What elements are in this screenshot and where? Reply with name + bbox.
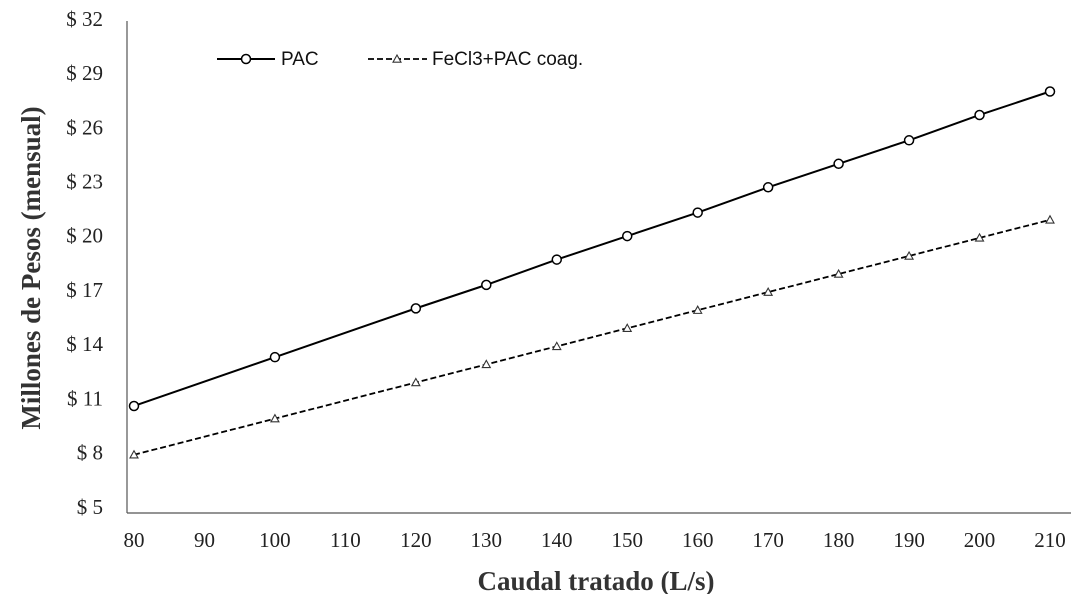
data-point-1: [762, 182, 774, 193]
data-point-2: [269, 413, 280, 423]
legend-marker-2: [392, 53, 402, 63]
x-tick-label: 110: [330, 528, 361, 552]
legend-marker-1: [240, 53, 252, 65]
y-tick-label: $ 5: [77, 495, 103, 519]
data-point-2: [974, 232, 985, 242]
data-point-1: [692, 207, 703, 218]
x-tick-label: 180: [823, 528, 855, 552]
data-point-2: [763, 286, 774, 296]
y-tick-label: $ 8: [77, 441, 103, 465]
data-point-2: [481, 359, 492, 369]
y-tick-label: $ 32: [66, 7, 103, 31]
x-axis-title: Caudal tratado (L/s): [477, 566, 714, 594]
y-tick-label: $ 26: [66, 115, 103, 139]
x-tick-label: 140: [541, 528, 573, 552]
y-tick-label: $ 29: [66, 61, 103, 85]
y-tick-label: $ 14: [66, 332, 103, 356]
y-tick-label: $ 17: [66, 278, 103, 302]
data-point-1: [1044, 86, 1056, 97]
data-point-2: [833, 268, 844, 278]
x-tick-label: 90: [194, 528, 215, 552]
data-point-1: [903, 135, 915, 146]
x-tick-label: 120: [400, 528, 432, 552]
series-line-1: [133, 90, 1051, 407]
data-point-2: [410, 377, 421, 387]
x-tick-label: 100: [259, 528, 291, 552]
x-tick-label: 150: [611, 528, 643, 552]
x-tick-label: 130: [471, 528, 503, 552]
y-axis-ticks: $ 5 $ 8 $ 11 $ 14 $ 17 $ 20 $ 23 $ 26 $ 29 $ 32: [66, 7, 103, 519]
x-axis-ticks: 80 90 100 110 120 130 140 150 160 170 180 190 200 210: [124, 528, 1066, 552]
x-tick-label: 200: [964, 528, 996, 552]
x-tick-label: 210: [1034, 528, 1066, 552]
data-point-1: [621, 230, 633, 242]
legend: PAC FeCl3+PAC coag.: [217, 49, 583, 70]
legend-label-2: FeCl3+PAC coag.: [432, 49, 583, 70]
data-point-1: [410, 303, 422, 314]
data-point-1: [833, 158, 844, 170]
x-tick-label: 160: [682, 528, 714, 552]
data-point-1: [481, 279, 492, 291]
data-point-2: [692, 305, 703, 314]
x-tick-label: 190: [893, 528, 925, 552]
x-tick-label: 170: [752, 528, 784, 552]
legend-label-1: PAC: [281, 49, 319, 70]
data-point-2: [129, 449, 139, 459]
data-point-1: [128, 400, 140, 412]
data-point-1: [974, 109, 985, 121]
x-tick-label: 80: [124, 528, 145, 552]
data-point-2: [904, 250, 915, 260]
y-tick-label: $ 20: [66, 224, 103, 248]
data-point-1: [551, 254, 563, 265]
data-point-2: [1045, 214, 1055, 224]
series-group: [128, 86, 1056, 459]
series-line-2: [133, 218, 1051, 456]
y-tick-label: $ 11: [67, 386, 103, 410]
y-axis-title: Millones de Pesos (mensual): [16, 106, 46, 429]
data-point-2: [622, 323, 633, 333]
data-point-2: [551, 341, 562, 351]
data-point-1: [269, 351, 281, 363]
y-tick-label: $ 23: [66, 169, 103, 193]
